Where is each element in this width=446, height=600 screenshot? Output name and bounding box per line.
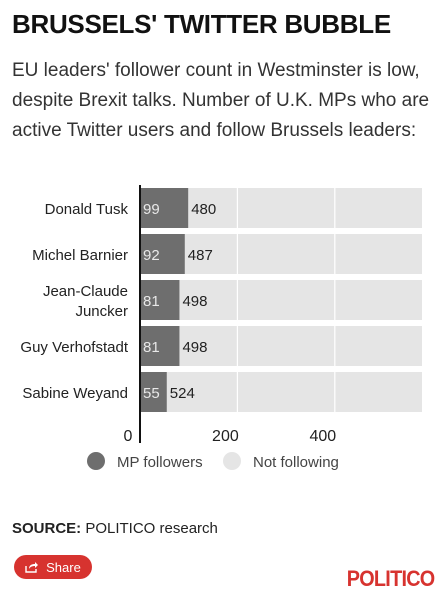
- bar-not-following: [184, 234, 422, 274]
- bar-mp-followers: [140, 234, 185, 274]
- data-label-mp-followers: 92: [143, 247, 160, 264]
- bar-mp-followers: [140, 326, 180, 366]
- source-text: POLITICO research: [81, 520, 218, 537]
- data-label-not-following: 498: [182, 293, 207, 310]
- legend-label-mp-followers: MP followers: [117, 454, 203, 471]
- category-label: Sabine Weyand: [22, 385, 128, 402]
- bar-not-following: [179, 280, 422, 320]
- data-label-mp-followers: 81: [143, 339, 160, 356]
- bar-not-following: [166, 372, 422, 412]
- category-label: Guy Verhofstadt: [20, 339, 128, 356]
- category-label: Jean-Claude: [43, 283, 128, 300]
- data-label-not-following: 480: [191, 201, 216, 218]
- data-label-mp-followers: 99: [143, 201, 160, 218]
- bar-mp-followers: [140, 188, 189, 228]
- data-label-mp-followers: 81: [143, 293, 160, 310]
- category-label: Donald Tusk: [45, 201, 129, 218]
- x-tick-label: 200: [212, 428, 239, 445]
- data-label-not-following: 498: [182, 339, 207, 356]
- chart-title: BRUSSELS' TWITTER BUBBLE: [12, 9, 391, 39]
- category-label: Juncker: [75, 303, 128, 320]
- share-button[interactable]: Share: [14, 555, 92, 579]
- share-icon: [25, 562, 39, 573]
- bar-mp-followers: [140, 280, 180, 320]
- legend-label-not-following: Not following: [253, 454, 339, 471]
- bar-chart: 99 480 Donald Tusk 92 487 Michel Barnier 81 498…: [20, 185, 422, 471]
- legend-swatch-not-following: [223, 452, 241, 470]
- chart-subtitle: EU leaders' follower count in Westminste…: [12, 60, 430, 141]
- x-tick-label: 400: [309, 428, 336, 445]
- source-note: SOURCE: POLITICO research: [12, 520, 218, 537]
- source-label: SOURCE:: [12, 520, 82, 537]
- data-label-not-following: 487: [188, 247, 213, 264]
- data-label-not-following: 524: [170, 385, 195, 402]
- bar-not-following: [188, 188, 422, 228]
- legend-swatch-mp-followers: [87, 452, 105, 470]
- x-tick-label: 0: [124, 428, 133, 445]
- logo-text: POLITICO: [346, 566, 434, 591]
- bar-mp-followers: [140, 372, 167, 412]
- politico-logo: POLITICO: [346, 566, 434, 592]
- bar-not-following: [179, 326, 422, 366]
- share-label: Share: [46, 559, 81, 575]
- data-label-mp-followers: 55: [143, 385, 160, 402]
- category-label: Michel Barnier: [32, 247, 128, 264]
